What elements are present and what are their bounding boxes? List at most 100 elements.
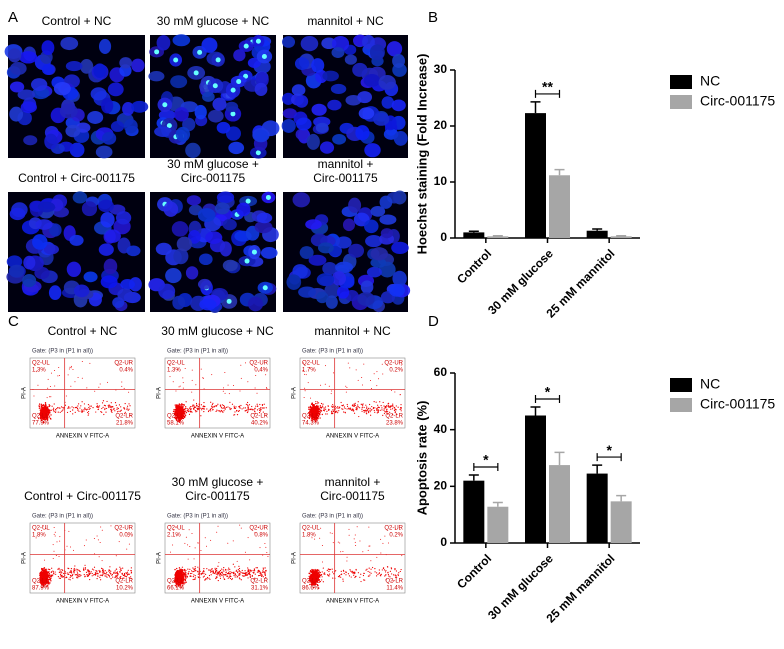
event-dot xyxy=(191,411,192,412)
nucleus xyxy=(212,98,226,111)
nucleus xyxy=(172,296,185,310)
event-dot xyxy=(88,404,89,405)
nucleus xyxy=(186,266,198,279)
event-dot xyxy=(366,406,367,407)
event-dot xyxy=(230,573,231,574)
event-dot xyxy=(63,576,64,577)
event-dot xyxy=(263,567,264,568)
event-dot xyxy=(60,576,61,577)
event-dot xyxy=(379,569,380,570)
event-dot xyxy=(53,544,54,545)
event-dot xyxy=(81,409,82,410)
event-dot xyxy=(362,405,363,406)
event-dot xyxy=(238,569,239,570)
event-dot xyxy=(101,412,102,413)
event-dot xyxy=(236,410,237,411)
nucleus xyxy=(131,101,148,113)
event-dot xyxy=(220,578,221,579)
event-dot xyxy=(211,571,212,572)
event-dot xyxy=(99,405,100,406)
event-dot xyxy=(95,573,96,574)
panel-label: C xyxy=(8,313,19,330)
event-dot xyxy=(103,400,104,401)
nucleus xyxy=(305,219,322,229)
quadrant-percent: 31.1% xyxy=(251,586,269,592)
nucleus xyxy=(22,274,36,287)
event-dot xyxy=(89,573,90,574)
event-dot xyxy=(47,574,48,575)
event-dot xyxy=(357,404,358,405)
event-dot xyxy=(73,407,74,408)
event-dot xyxy=(173,381,174,382)
event-dot xyxy=(97,576,98,577)
event-dot xyxy=(215,405,216,406)
event-dot xyxy=(84,545,85,546)
nucleus xyxy=(195,105,207,120)
quadrant-percent: 40.2% xyxy=(251,421,269,427)
event-dot xyxy=(73,572,74,573)
event-dot xyxy=(75,574,76,575)
event-dot xyxy=(240,390,241,391)
nucleus xyxy=(73,191,88,203)
event-dot xyxy=(373,408,374,409)
y-axis-label: PI-A xyxy=(157,552,163,564)
event-dot xyxy=(204,406,205,407)
event-dot xyxy=(67,412,68,413)
event-dot xyxy=(377,410,378,411)
bright-spot xyxy=(213,83,218,88)
flow-caption: 30 mM glucose + NC xyxy=(161,324,274,338)
event-dot xyxy=(59,536,60,537)
nucleus xyxy=(379,75,396,90)
event-dot xyxy=(45,572,46,573)
event-dot xyxy=(364,573,365,574)
nucleus xyxy=(54,82,71,95)
nucleus xyxy=(100,212,114,228)
event-dot xyxy=(117,407,118,408)
nucleus xyxy=(301,36,319,51)
event-dot xyxy=(238,411,239,412)
nucleus xyxy=(298,287,316,298)
event-dot xyxy=(249,569,250,570)
event-dot xyxy=(62,410,63,411)
event-dot xyxy=(323,567,324,568)
micrograph xyxy=(283,191,410,313)
event-dot xyxy=(89,409,90,410)
event-dot xyxy=(369,410,370,411)
event-dot xyxy=(76,574,77,575)
event-dot xyxy=(181,409,182,410)
event-dot xyxy=(371,406,372,407)
event-dot xyxy=(42,408,43,409)
event-dot xyxy=(173,411,174,412)
event-dot xyxy=(254,408,255,409)
panel-label: B xyxy=(428,9,438,26)
event-dot xyxy=(201,574,202,575)
nucleus xyxy=(217,192,234,204)
event-dot xyxy=(77,405,78,406)
event-dot xyxy=(219,571,220,572)
event-dot xyxy=(379,401,380,402)
event-dot xyxy=(238,574,239,575)
nucleus xyxy=(19,51,37,63)
event-dot xyxy=(54,527,55,528)
event-dot xyxy=(190,575,191,576)
event-dot xyxy=(266,387,267,388)
nucleus xyxy=(176,127,190,142)
event-dot xyxy=(59,407,60,408)
event-dot xyxy=(343,404,344,405)
event-dot xyxy=(317,403,318,404)
event-dot xyxy=(327,570,328,571)
event-dot xyxy=(47,397,48,398)
event-dot xyxy=(185,414,186,415)
event-dot xyxy=(244,570,245,571)
event-dot xyxy=(359,407,360,408)
event-dot xyxy=(341,405,342,406)
event-dot xyxy=(52,406,53,407)
event-dot xyxy=(253,570,254,571)
event-dot xyxy=(198,577,199,578)
event-dot xyxy=(234,411,235,412)
event-dot xyxy=(216,405,217,406)
event-dot xyxy=(183,572,184,573)
event-dot xyxy=(381,409,382,410)
event-dot xyxy=(225,572,226,573)
event-dot xyxy=(120,411,121,412)
